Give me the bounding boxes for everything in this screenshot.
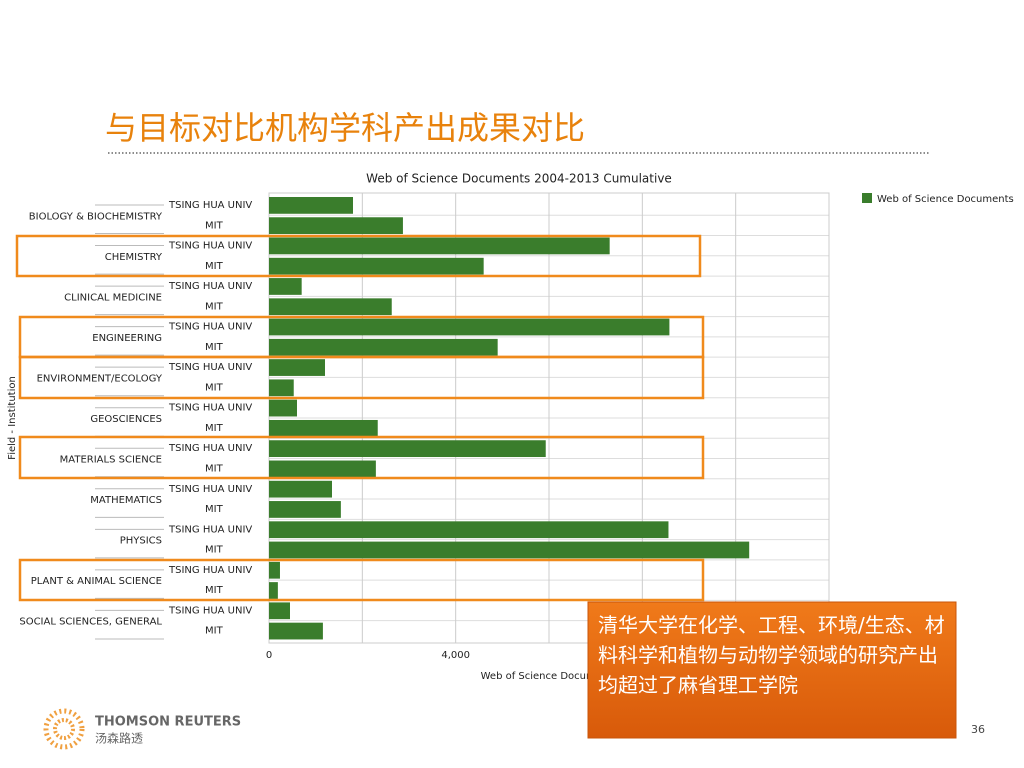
category-label: GEOSCIENCES [90,414,162,425]
subcategory-label: MIT [205,261,224,272]
category-bracket [95,488,164,518]
highlight-box [18,435,705,480]
bar [269,257,484,275]
bar [269,318,670,336]
category-label: ENGINEERING [92,333,162,344]
bar [269,237,610,255]
bar [269,541,750,559]
brand: THOMSON REUTERS [95,715,241,730]
x-tick-label: 0 [266,650,272,661]
category-label: MATERIALS SCIENCE [60,455,162,466]
category-bracket [95,609,164,640]
bar [269,359,325,376]
callout-text: 清华大学在化学、工程、环境/生态、材料科学和植物与动物学领域的研究产出均超过了麻… [598,613,945,697]
y-axis-label: Field - Institution [7,376,18,460]
bar [269,521,669,539]
bar [269,379,294,397]
subcategory-label: TSING HUA UNIV [168,322,252,333]
bar [269,602,290,620]
subcategory-label: MIT [205,545,224,556]
category-bracket [95,285,164,316]
category-label: CHEMISTRY [105,252,163,263]
subcategory-label: TSING HUA UNIV [168,241,252,252]
subcategory-label: TSING HUA UNIV [168,200,252,211]
subcategory-label: TSING HUA UNIV [168,403,252,414]
logo-mark [43,708,85,750]
legend-label: Web of Science Documents [877,194,1014,205]
subcategory-label: MIT [205,382,224,393]
callout-box [587,601,957,739]
legend-swatch [862,193,872,203]
x-axis-label: Web of Science Documents [481,671,618,682]
subcategory-label: TSING HUA UNIV [168,484,252,495]
bar [269,460,376,478]
subcategory-label: MIT [205,464,224,475]
bar [269,399,297,417]
highlight-boxes [15,234,705,602]
logo-mark [53,718,75,740]
subcategory-label: TSING HUA UNIV [168,524,252,535]
bar [269,582,278,599]
bar [269,501,341,518]
subcategory-label: TSING HUA UNIV [168,362,252,373]
brand-cn: 汤森路透 [95,731,143,746]
category-bracket [95,326,164,356]
subcategory-label: TSING HUA UNIV [168,281,252,292]
category-bracket [95,204,164,235]
bar [269,338,498,356]
category-label: MATHEMATICS [90,495,162,506]
category-label: PHYSICS [120,536,162,547]
category-bracket [95,569,164,599]
logo [43,708,85,750]
category-label: SOCIAL SCIENCES, GENERAL [19,617,162,628]
category-label: BIOLOGY & BIOCHEMISTRY [29,211,163,222]
category-label: ENVIRONMENT/ECOLOGY [37,373,163,384]
subcategory-label: MIT [205,585,224,596]
subcategory-label: MIT [205,423,224,434]
subcategory-label: MIT [205,504,224,515]
highlight-box [18,355,705,400]
subcategory-label: MIT [205,626,224,637]
category-label: CLINICAL MEDICINE [64,292,162,303]
subcategory-label: MIT [205,342,224,353]
highlight-box [18,558,705,602]
category-bracket [95,245,164,275]
x-tick-label: 4,000 [441,650,470,661]
bar [269,440,546,458]
category-label: PLANT & ANIMAL SCIENCE [31,576,162,587]
bar [269,298,392,316]
subcategory-label: TSING HUA UNIV [168,565,252,576]
category-bracket [95,366,164,397]
bar [269,197,353,214]
bar [269,622,323,640]
bar [269,419,378,437]
page-number: 36 [971,723,985,736]
subcategory-label: MIT [205,301,224,312]
bar [269,561,280,579]
subcategory-label: TSING HUA UNIV [168,605,252,616]
bar [269,217,403,235]
category-bracket [95,528,164,559]
subcategory-label: MIT [205,220,224,231]
bar [269,278,302,295]
subcategory-label: TSING HUA UNIV [168,443,252,454]
bar [269,480,332,498]
slide-title: 与目标对比机构学科产出成果对比 [105,109,585,147]
highlight-box [15,234,702,278]
chart-title: Web of Science Documents 2004-2013 Cumul… [366,172,672,186]
